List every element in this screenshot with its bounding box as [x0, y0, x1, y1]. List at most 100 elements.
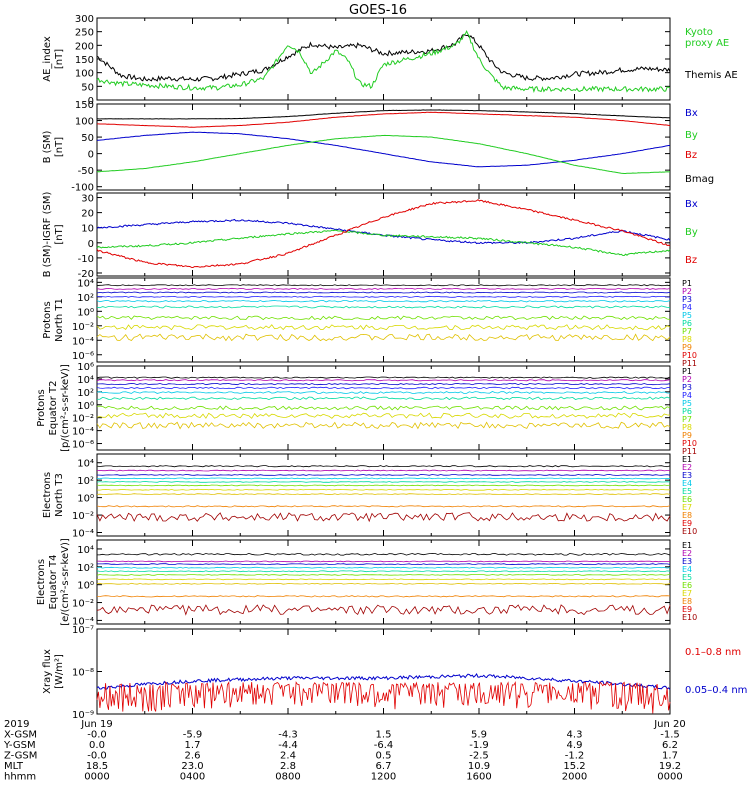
legend-en-e9: E9 — [682, 519, 692, 528]
y-axis-label-pe: Equator T2 — [48, 381, 59, 436]
flux-channel-pn-4 — [96, 299, 671, 303]
series-ae-1 — [96, 30, 671, 93]
legend-bigrf-1: By — [685, 227, 698, 238]
flux-channel-pn-6 — [96, 315, 671, 321]
flux-channel-en-7 — [96, 493, 671, 496]
legend-pn-p11: P11 — [682, 359, 697, 368]
flux-channel-ee-9 — [96, 604, 671, 616]
legend-pe-p3: P3 — [682, 383, 692, 392]
legend-en-e10: E10 — [682, 527, 697, 536]
flux-channel-ee-3 — [96, 566, 671, 569]
legend-pn-p2: P2 — [682, 287, 692, 296]
y-axis-label-ee: Electrons — [36, 559, 47, 605]
flux-channel-en-9 — [96, 512, 671, 523]
ephemeris-value-4-2: 2.8 — [280, 761, 296, 772]
flux-channel-pe-6 — [96, 405, 671, 411]
legend-pn-p5: P5 — [682, 311, 692, 320]
ephemeris-row-label-3: Z-GSM — [4, 751, 37, 762]
y-axis-label-ee: Equator T4 — [48, 555, 59, 610]
y-tick-label-ee: 10⁻² — [72, 599, 94, 610]
legend-bsm-1: By — [685, 130, 698, 141]
y-tick-label-xray: 10⁻⁸ — [72, 668, 94, 679]
legend-pe-p10: P10 — [682, 439, 697, 448]
y-axis-label-pe: Protons — [36, 389, 47, 426]
panel-frame-bigrf — [96, 192, 671, 277]
legend-ee-e2: E2 — [682, 549, 692, 558]
y-tick-label-bigrf: 0 — [88, 239, 94, 250]
ephemeris-row-label-4: MLT — [4, 761, 24, 772]
legend-ee-e7: E7 — [682, 589, 692, 598]
ephemeris-value-3-1: 2.6 — [185, 751, 201, 762]
flux-channel-pe-2 — [96, 383, 671, 386]
legend-en-e4: E4 — [682, 479, 692, 488]
y-tick-label-bsm: 150 — [75, 100, 94, 111]
flux-channel-ee-2 — [97, 563, 671, 566]
y-tick-label-bsm: 0 — [88, 150, 94, 161]
y-tick-label-ae: 50 — [81, 82, 94, 93]
ephemeris-value-1-2: -4.3 — [278, 730, 298, 741]
y-tick-label-bigrf: 20 — [81, 209, 94, 220]
ephemeris-value-3-5: -1.2 — [565, 751, 585, 762]
ephemeris-value-5-6: 0000 — [657, 772, 682, 783]
ephemeris-value-5-5: 2000 — [562, 772, 587, 783]
y-tick-label-bsm: 100 — [75, 117, 94, 128]
legend-ee-e1: E1 — [682, 541, 692, 550]
series-bsm-2 — [96, 131, 670, 168]
ephemeris-value-2-2: -4.4 — [278, 740, 298, 751]
legend-pn-p8: P8 — [682, 335, 692, 344]
ephemeris-value-5-1: 0400 — [180, 772, 205, 783]
legend-pn-p10: P10 — [682, 351, 697, 360]
flux-channel-pn-7 — [96, 324, 671, 331]
flux-channel-en-3 — [96, 477, 671, 480]
y-tick-label-ae: 100 — [75, 69, 94, 80]
y-tick-label-pe: 10⁻⁴ — [72, 427, 94, 438]
ephemeris-value-3-6: 1.7 — [662, 751, 678, 762]
ephemeris-value-2-5: 4.9 — [567, 740, 583, 751]
legend-pn-p1: P1 — [682, 279, 692, 288]
flux-channel-pn-5 — [96, 305, 671, 309]
ephemeris-value-5-4: 1600 — [466, 772, 491, 783]
legend-ee-e9: E9 — [682, 605, 692, 614]
ephemeris-value-1-0: -0.0 — [87, 730, 107, 741]
flux-channel-pn-0 — [96, 284, 671, 287]
flux-channel-pn-8 — [96, 333, 671, 342]
y-tick-label-ae: 300 — [75, 14, 94, 25]
flux-channel-en-4 — [96, 481, 671, 483]
legend-ee-e4: E4 — [682, 565, 692, 574]
panel-frame-xray — [96, 628, 671, 715]
legend-ee-e10: E10 — [682, 613, 697, 622]
ephemeris-row-label-1: X-GSM — [4, 730, 37, 741]
legend-pe-p5: P5 — [682, 399, 692, 408]
legend-ee-e6: E6 — [682, 581, 692, 590]
legend-pn-p4: P4 — [682, 303, 692, 312]
y-tick-label-pn: 10⁴ — [77, 278, 94, 289]
panel-frame-pe — [96, 365, 671, 451]
flux-channel-ee-1 — [96, 560, 670, 563]
flux-channel-en-8 — [96, 505, 671, 508]
y-axis-label-bsm: [nT] — [54, 137, 65, 157]
ephemeris-row-label-5: hhmm — [4, 772, 36, 783]
ephemeris-row-label-2: Y-GSM — [3, 740, 36, 751]
ephemeris-value-4-0: 18.5 — [86, 761, 108, 772]
y-axis-label-xray: [W/m²] — [54, 654, 65, 689]
y-tick-label-ae: 200 — [75, 41, 94, 52]
y-tick-label-ae: 250 — [75, 28, 94, 39]
y-axis-label-en: North T3 — [54, 473, 65, 517]
y-tick-label-xray: 10⁻⁷ — [72, 625, 94, 636]
flux-channel-ee-0 — [96, 552, 671, 556]
legend-pn-p3: P3 — [682, 295, 692, 304]
ephemeris-value-1-1: -5.9 — [183, 730, 203, 741]
legend-ee-e3: E3 — [682, 557, 692, 566]
y-axis-label-pe: [p/(cm²-s-sr-keV)] — [60, 364, 71, 452]
flux-channel-pn-3 — [96, 295, 671, 298]
flux-channel-pe-8 — [96, 421, 671, 430]
ephemeris-value-2-0: 0.0 — [89, 740, 105, 751]
ephemeris-value-1-3: 1.5 — [376, 730, 392, 741]
y-tick-label-pn: 10⁻² — [72, 322, 94, 333]
y-tick-label-en: 10⁻² — [72, 511, 94, 522]
legend-ee-e8: E8 — [682, 597, 692, 606]
y-tick-label-bigrf: -20 — [78, 269, 94, 280]
legend-en-e6: E6 — [682, 495, 692, 504]
legend-pn-p6: P6 — [682, 319, 692, 328]
